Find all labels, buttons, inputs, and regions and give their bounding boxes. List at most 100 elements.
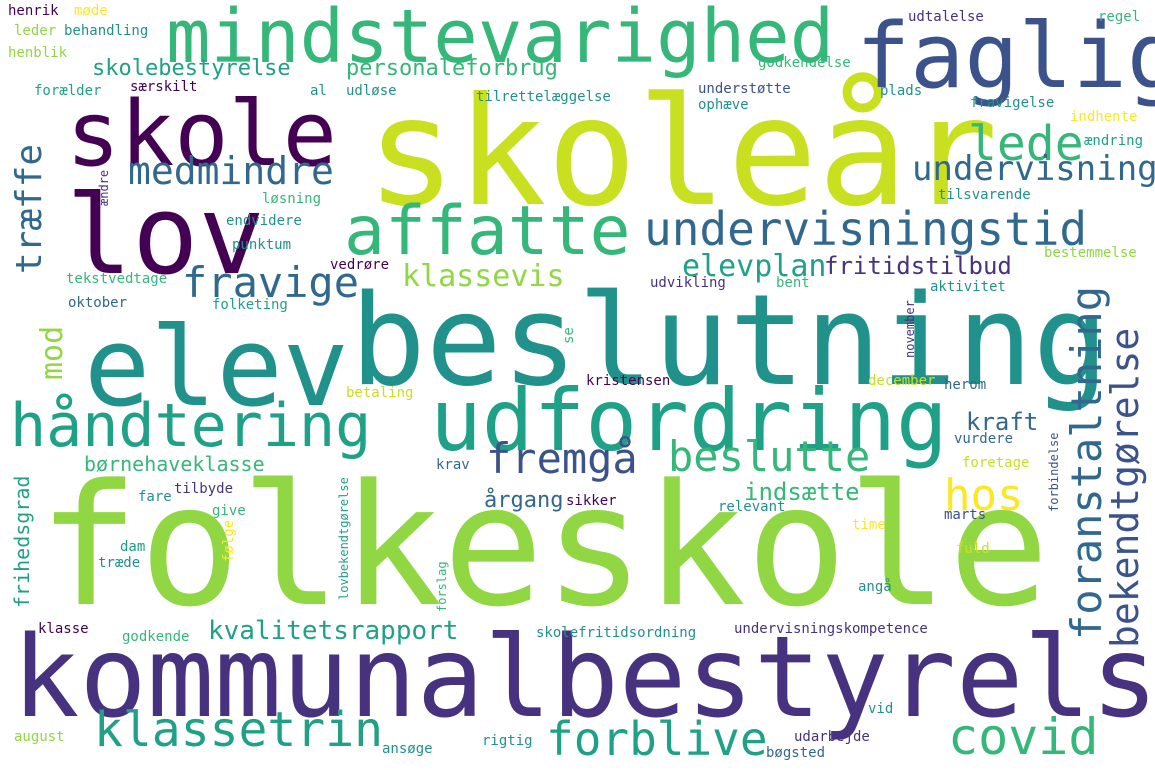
word-vid: vid xyxy=(868,701,894,717)
word-skolear: skoleår xyxy=(366,66,999,240)
word-tilrettelaeggelse: tilrettelæggelse xyxy=(476,89,611,105)
word-dam: dam xyxy=(120,539,146,555)
word-november: november xyxy=(903,300,917,358)
word-bekendtgorelse: bekendtgørelse xyxy=(1103,327,1147,648)
word-fravigelse: fravigelse xyxy=(970,95,1055,111)
word-beslutte: beslutte xyxy=(668,432,871,481)
word-fravige: fravige xyxy=(182,258,360,307)
word-fuld: fuld xyxy=(956,541,990,557)
word-skole: skole xyxy=(66,82,337,187)
word-folketing: folketing xyxy=(212,297,288,313)
word-handtering: håndtering xyxy=(10,391,372,461)
word-skolebestyrelse: skolebestyrelse xyxy=(92,56,291,81)
word-krav: krav xyxy=(436,457,470,473)
word-lov: lov xyxy=(66,171,265,299)
word-undervisning: undervisning xyxy=(912,149,1155,189)
word-rigtig: rigtig xyxy=(482,733,533,749)
word-herom: herom xyxy=(944,377,987,393)
word-relevant: relevant xyxy=(718,499,786,515)
word-aendring: ændring xyxy=(1084,133,1144,149)
word-affatte: affatte xyxy=(344,192,631,271)
word-tilsvarende: tilsvarende xyxy=(938,187,1031,203)
word-tilbyde: tilbyde xyxy=(174,481,234,497)
word-indhente: indhente xyxy=(1070,109,1138,125)
word-frihedsgrad: frihedsgrad xyxy=(10,475,34,608)
word-sikker: sikker xyxy=(566,493,617,509)
word-udarbejde: udarbejde xyxy=(794,729,870,745)
word-vurdere: vurdere xyxy=(954,431,1014,447)
word-foraelder: forælder xyxy=(34,83,102,99)
word-give: give xyxy=(212,503,246,519)
word-personaleforbrug: personaleforbrug xyxy=(346,56,558,81)
word-henblik: henblik xyxy=(8,45,68,61)
word-hos: hos xyxy=(944,470,1024,521)
word-henrik: henrik xyxy=(8,3,59,19)
word-faglig: faglig xyxy=(856,4,1155,109)
word-se: se xyxy=(561,327,577,344)
word-medmindre: medmindre xyxy=(128,149,334,193)
word-traeffe: træffe xyxy=(9,143,50,274)
word-klasse: klasse xyxy=(38,621,89,637)
word-undervisningskompetence: undervisningskompetence xyxy=(734,621,928,637)
word-tekstvedtage: tekstvedtage xyxy=(66,271,168,287)
word-forblive: forblive xyxy=(546,712,768,766)
word-kvalitetsrapport: kvalitetsrapport xyxy=(208,616,459,646)
word-argang: årgang xyxy=(484,488,564,513)
word-forbindelse: forbindelse xyxy=(1047,432,1061,512)
word-bornehaveklasse: børnehaveklasse xyxy=(84,452,265,476)
word-klassevis: klassevis xyxy=(402,259,565,294)
word-kristensen: kristensen xyxy=(586,373,671,389)
word-undervisningstid: undervisningstid xyxy=(644,202,1088,256)
word-aktivitet: aktivitet xyxy=(930,279,1006,295)
word-beslutning: beslutning xyxy=(350,267,1109,414)
word-behandling: behandling xyxy=(64,23,149,39)
word-foranstaltning: foranstaltning xyxy=(1062,285,1111,640)
word-folge: følge xyxy=(221,519,237,562)
word-bestemmelse: bestemmelse xyxy=(1044,245,1137,261)
word-forslag: forslag xyxy=(435,561,449,612)
word-lede: lede xyxy=(968,116,1084,172)
word-mode: møde xyxy=(74,3,108,19)
word-udvikling: udvikling xyxy=(650,275,726,291)
word-ansoge: ansøge xyxy=(382,741,433,757)
word-lovbekendtgorelse: lovbekendtgørelse xyxy=(337,477,351,600)
word-godkendelse: godkendelse xyxy=(758,55,851,71)
word-klassetrin: klassetrin xyxy=(94,702,383,758)
word-udtalelse: udtalelse xyxy=(908,9,984,25)
word-udfordring: udfordring xyxy=(430,371,948,471)
word-aendre: ændre xyxy=(97,169,111,206)
word-bent: bent xyxy=(776,275,810,291)
word-plads: plads xyxy=(880,83,923,99)
word-elevplan: elevplan xyxy=(682,249,827,284)
word-ophaeve: ophæve xyxy=(698,97,749,113)
word-betaling: betaling xyxy=(346,385,414,401)
word-saerskilt: særskilt xyxy=(130,79,198,95)
word-traede: træde xyxy=(98,555,141,571)
word-fremga: fremgå xyxy=(486,434,638,483)
word-marts: marts xyxy=(944,507,987,523)
word-understotte: understøtte xyxy=(698,81,791,97)
word-bogsted: bøgsted xyxy=(766,745,826,761)
word-al: al xyxy=(310,83,327,99)
word-godkende: godkende xyxy=(122,629,190,645)
word-august: august xyxy=(14,729,65,745)
word-folkeskole: folkeskole xyxy=(38,448,1050,644)
word-kraft: kraft xyxy=(966,408,1039,436)
word-mindstevarighed: mindstevarighed xyxy=(166,0,835,80)
word-elev: elev xyxy=(84,303,349,431)
word-oktober: oktober xyxy=(68,295,128,311)
word-skolefritidsordning: skolefritidsordning xyxy=(536,625,697,641)
word-endvidere: endvidere xyxy=(226,213,302,229)
word-mod: mod xyxy=(35,325,70,380)
word-time: time xyxy=(852,517,886,533)
word-fare: fare xyxy=(138,489,172,505)
word-kommunalbestyrelse: kommunalbestyrelse xyxy=(12,613,1155,743)
word-regel: regel xyxy=(1098,9,1141,25)
word-leder: leder xyxy=(14,23,57,39)
word-udlose: udløse xyxy=(346,83,397,99)
word-covid: covid xyxy=(948,708,1099,766)
word-punktum: punktum xyxy=(232,237,292,253)
word-foretage: foretage xyxy=(962,455,1030,471)
word-fritidstilbud: fritidstilbud xyxy=(824,252,1012,280)
